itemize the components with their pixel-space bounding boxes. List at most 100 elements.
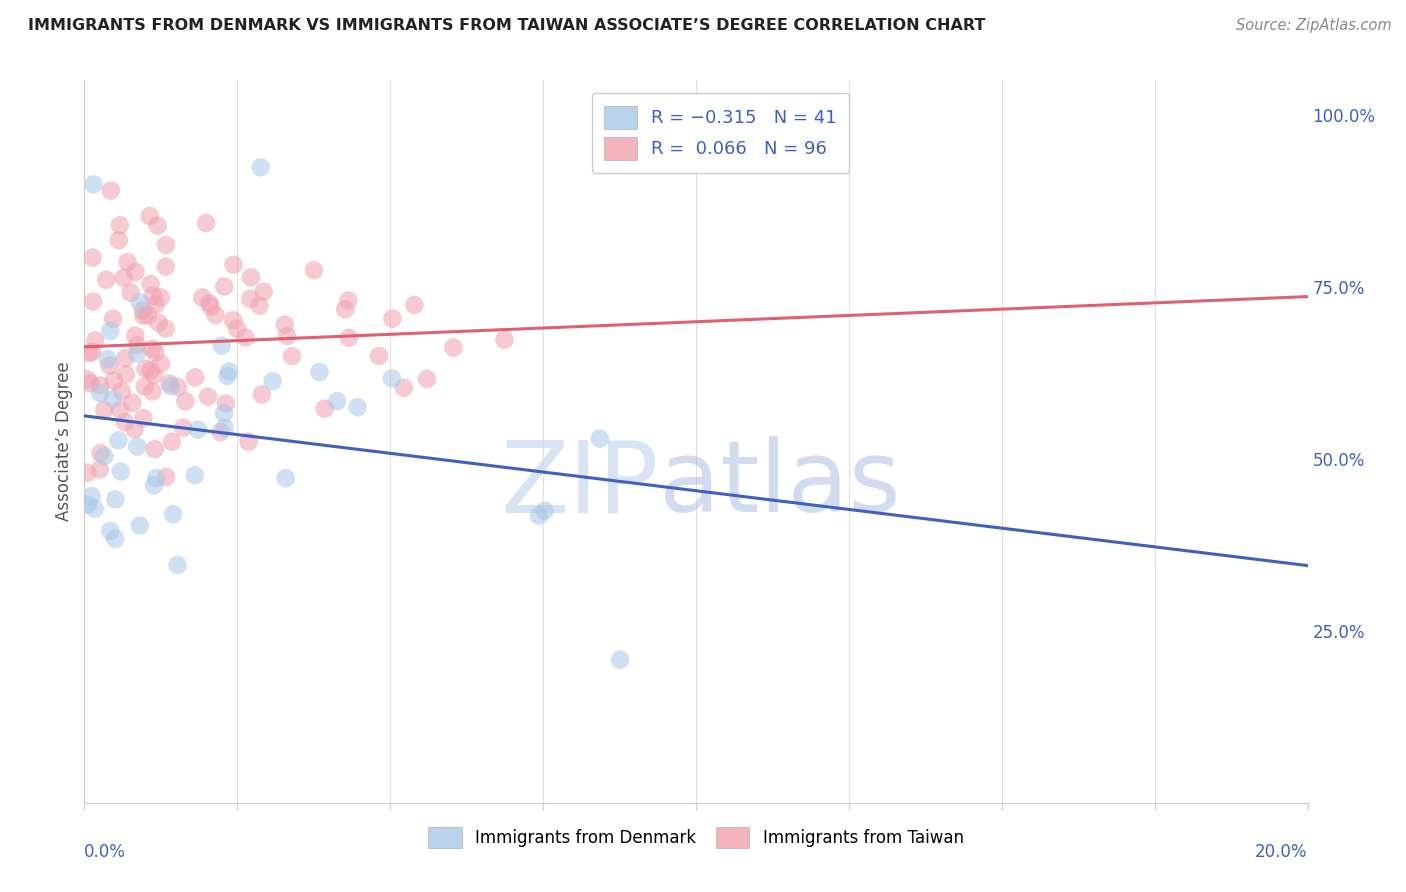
Point (314, 401, 336, 416)
Point (302, 263, 325, 277)
Point (145, 345, 167, 359)
Point (124, 422, 146, 436)
Point (107, 233, 129, 247)
Point (89, 462, 111, 476)
Point (129, 295, 152, 310)
Point (262, 374, 284, 388)
Point (115, 368, 138, 382)
Point (83, 178, 105, 192)
Point (184, 468, 207, 483)
Point (238, 434, 260, 449)
Point (145, 471, 167, 485)
Point (198, 296, 221, 310)
Point (204, 308, 226, 322)
Point (110, 464, 132, 478)
Point (83, 501, 105, 516)
Point (172, 420, 194, 434)
Point (527, 508, 550, 523)
Point (226, 321, 249, 335)
Point (174, 394, 197, 409)
Point (80, 344, 103, 359)
Point (112, 270, 135, 285)
Point (136, 309, 159, 323)
Point (609, 653, 631, 667)
Text: 20.0%: 20.0% (1256, 843, 1308, 861)
Point (93, 449, 115, 463)
Point (274, 471, 297, 485)
Point (337, 331, 360, 345)
Point (222, 258, 245, 272)
Point (98, 524, 121, 538)
Point (111, 384, 134, 399)
Point (108, 219, 131, 233)
Point (149, 290, 172, 304)
Point (222, 313, 245, 327)
Point (98, 359, 121, 373)
Point (82, 294, 104, 309)
Point (89, 378, 111, 392)
Point (217, 369, 239, 384)
Point (211, 338, 233, 352)
Point (134, 379, 156, 393)
Point (381, 371, 404, 385)
Point (218, 364, 240, 378)
Point (249, 299, 271, 313)
Point (124, 328, 146, 343)
Point (76, 372, 98, 386)
Point (148, 316, 170, 330)
Point (346, 401, 368, 415)
Point (326, 394, 349, 409)
Point (281, 349, 304, 363)
Point (100, 184, 122, 198)
Point (139, 277, 162, 291)
Point (101, 311, 124, 326)
Y-axis label: Associate’s Degree: Associate’s Degree (55, 362, 73, 521)
Point (333, 302, 356, 317)
Point (120, 285, 142, 300)
Point (124, 265, 146, 279)
Point (76, 498, 98, 512)
Text: Source: ZipAtlas.com: Source: ZipAtlas.com (1236, 18, 1392, 33)
Point (589, 432, 612, 446)
Point (239, 292, 262, 306)
Point (114, 415, 136, 429)
Point (308, 365, 330, 379)
Point (141, 342, 163, 356)
Point (381, 311, 404, 326)
Point (368, 349, 391, 363)
Point (215, 396, 238, 410)
Text: atlas: atlas (659, 436, 901, 533)
Point (160, 434, 183, 449)
Point (82, 251, 104, 265)
Point (159, 376, 181, 391)
Point (155, 470, 177, 484)
Point (90, 446, 112, 460)
Point (494, 333, 516, 347)
Point (108, 402, 131, 417)
Point (107, 434, 129, 448)
Point (184, 370, 207, 384)
Point (187, 423, 209, 437)
Point (132, 309, 155, 323)
Point (132, 303, 155, 318)
Point (142, 368, 165, 382)
Point (141, 384, 163, 399)
Point (197, 390, 219, 404)
Text: IMMIGRANTS FROM DENMARK VS IMMIGRANTS FROM TAIWAN ASSOCIATE’S DEGREE CORRELATION: IMMIGRANTS FROM DENMARK VS IMMIGRANTS FR… (28, 18, 986, 33)
Point (155, 321, 177, 335)
Point (80, 489, 103, 503)
Point (212, 406, 235, 420)
Point (145, 298, 167, 312)
Point (276, 329, 298, 343)
Point (103, 374, 125, 388)
Point (212, 279, 235, 293)
Point (392, 381, 415, 395)
Point (76, 466, 98, 480)
Point (139, 363, 162, 377)
Point (125, 346, 148, 360)
Point (167, 380, 190, 394)
Point (101, 392, 124, 406)
Point (96, 351, 118, 366)
Point (84, 334, 107, 348)
Text: ZIP: ZIP (501, 436, 659, 533)
